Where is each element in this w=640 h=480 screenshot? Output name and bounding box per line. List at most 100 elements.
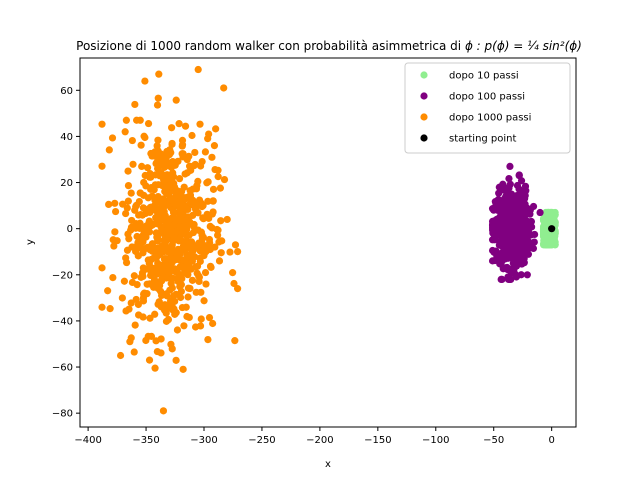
- data-point: [195, 273, 203, 281]
- data-point: [204, 197, 212, 205]
- data-point: [131, 321, 139, 329]
- data-point: [151, 364, 159, 372]
- data-point: [138, 269, 147, 277]
- chart-title: Posizione di 1000 random walker con prob…: [76, 39, 582, 53]
- data-point: [176, 205, 184, 214]
- data-point: [175, 175, 184, 183]
- data-point: [153, 270, 161, 278]
- data-point: [165, 181, 173, 190]
- data-point: [178, 141, 187, 149]
- data-point: [522, 237, 530, 246]
- data-point: [505, 210, 513, 218]
- data-point: [139, 204, 147, 212]
- legend: dopo 10 passi dopo 100 passi dopo 1000 pas…: [404, 62, 571, 154]
- data-point: [175, 191, 183, 199]
- data-point: [105, 146, 113, 154]
- data-point: [536, 208, 544, 217]
- data-point: [145, 217, 153, 225]
- data-point: [153, 164, 162, 173]
- data-point: [125, 305, 133, 313]
- data-point: [136, 224, 144, 232]
- data-point: [123, 246, 132, 254]
- data-point: [205, 314, 214, 322]
- data-point: [176, 293, 185, 302]
- data-point: [490, 206, 498, 214]
- data-point: [202, 243, 210, 251]
- data-point: [163, 292, 171, 300]
- data-point: [214, 226, 222, 234]
- data-point: [220, 175, 229, 184]
- data-point: [516, 247, 524, 256]
- data-point: [143, 164, 152, 172]
- data-point: [169, 214, 177, 222]
- data-point: [520, 212, 528, 221]
- data-point: [98, 303, 106, 311]
- data-point: [165, 151, 174, 159]
- data-point: [184, 221, 192, 229]
- data-point: [179, 229, 187, 237]
- data-point: [166, 297, 175, 305]
- data-point: [106, 305, 114, 313]
- chart-title-text: Posizione di 1000 random walker con prob…: [76, 39, 465, 53]
- data-point: [121, 128, 129, 136]
- data-point: [168, 140, 176, 148]
- data-point: [119, 200, 127, 208]
- data-point: [133, 281, 141, 289]
- data-point: [491, 256, 499, 265]
- data-point: [108, 134, 117, 142]
- data-point: [172, 309, 180, 317]
- data-point: [139, 294, 148, 302]
- data-point: [234, 247, 242, 256]
- data-point: [524, 250, 533, 258]
- data-point: [231, 241, 240, 249]
- data-point: [513, 217, 521, 225]
- legend-marker: [420, 71, 428, 79]
- data-point: [163, 262, 171, 270]
- data-point: [136, 243, 144, 251]
- data-point: [183, 193, 191, 201]
- data-point: [183, 312, 191, 321]
- data-point: [502, 223, 510, 231]
- data-point: [156, 250, 164, 258]
- data-point: [122, 209, 130, 218]
- data-point: [205, 130, 213, 138]
- data-point: [511, 270, 519, 278]
- data-point: [208, 153, 216, 161]
- data-point: [180, 322, 188, 330]
- data-point: [124, 197, 132, 205]
- data-point: [214, 173, 222, 181]
- data-point: [506, 251, 515, 259]
- legend-label: starting point: [449, 134, 517, 145]
- data-point: [522, 244, 530, 252]
- data-point: [137, 141, 145, 149]
- data-point: [209, 319, 217, 328]
- data-point: [181, 122, 190, 130]
- data-point: [158, 225, 166, 234]
- data-point: [153, 347, 161, 356]
- data-point: [154, 259, 162, 267]
- data-point: [118, 294, 126, 302]
- data-point: [158, 266, 166, 274]
- data-point: [155, 208, 164, 216]
- data-point: [512, 196, 520, 204]
- data-point: [542, 208, 550, 217]
- data-point: [136, 235, 144, 244]
- data-point: [170, 183, 179, 191]
- data-point: [160, 203, 168, 211]
- data-point: [488, 236, 497, 244]
- data-point: [514, 210, 522, 218]
- data-point: [159, 175, 168, 183]
- data-point: [178, 216, 186, 224]
- data-point: [153, 101, 162, 109]
- data-point: [515, 185, 523, 193]
- data-point: [145, 356, 154, 364]
- data-point: [135, 211, 143, 219]
- data-point: [188, 131, 196, 140]
- legend-marker: [420, 134, 428, 142]
- data-point: [192, 200, 201, 209]
- data-point: [499, 180, 507, 188]
- data-point: [144, 194, 152, 202]
- data-point: [168, 124, 176, 132]
- data-point: [147, 264, 155, 272]
